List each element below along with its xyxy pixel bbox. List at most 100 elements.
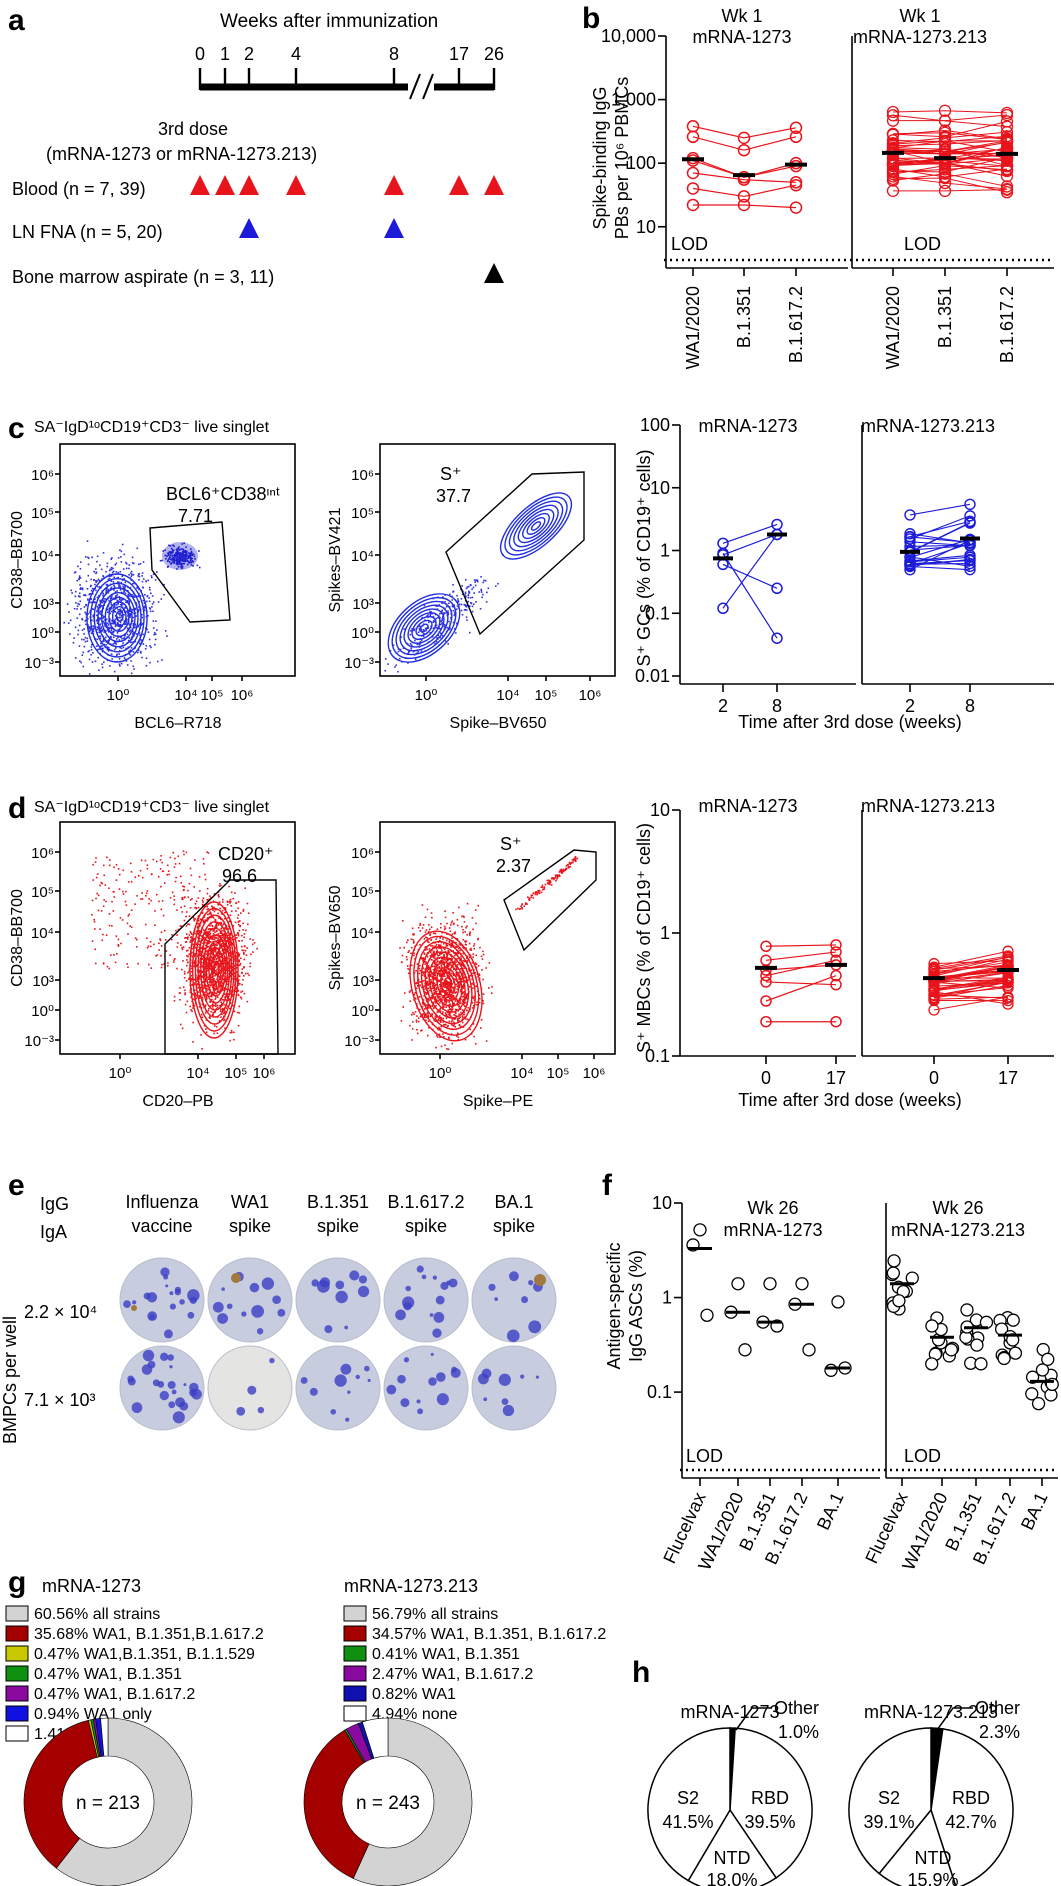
event-dot — [88, 627, 91, 630]
event-dot — [456, 1018, 459, 1020]
event-dot — [229, 1002, 232, 1004]
event-dot — [148, 898, 151, 900]
event-dot — [453, 932, 456, 935]
event-dot — [451, 986, 454, 989]
event-dot — [437, 980, 439, 982]
event-dot — [102, 575, 104, 577]
event-dot — [204, 970, 206, 973]
event-dot — [132, 634, 134, 636]
event-dot — [147, 579, 150, 582]
event-dot — [214, 950, 217, 953]
event-dot — [119, 616, 121, 619]
event-dot — [169, 554, 172, 556]
event-dot — [99, 627, 102, 630]
event-dot — [234, 958, 236, 960]
event-dot — [204, 963, 207, 966]
event-dot — [424, 650, 427, 652]
event-dot — [190, 556, 192, 559]
event-dot — [190, 554, 192, 557]
event-dot — [191, 897, 193, 900]
event-dot — [217, 974, 220, 977]
event-dot — [453, 1002, 455, 1005]
event-dot — [103, 631, 106, 633]
event-dot — [226, 1005, 229, 1008]
event-dot — [189, 561, 192, 564]
event-dot — [431, 947, 434, 949]
contour-line — [89, 577, 145, 658]
event-dot — [108, 569, 111, 572]
event-dot — [128, 600, 131, 603]
event-dot — [443, 962, 445, 965]
event-dot — [467, 594, 470, 596]
event-dot — [173, 995, 176, 998]
event-dot — [419, 638, 422, 640]
event-dot — [173, 866, 176, 868]
event-dot — [463, 921, 466, 923]
event-dot — [438, 974, 441, 976]
event-dot — [224, 1011, 226, 1013]
event-dot — [473, 945, 475, 947]
event-dot — [193, 978, 196, 981]
event-dot — [219, 907, 221, 910]
event-dot — [100, 629, 102, 632]
event-dot — [128, 602, 131, 605]
event-dot — [478, 973, 480, 976]
event-dot — [176, 563, 179, 566]
event-dot — [178, 553, 180, 556]
event-dot — [181, 898, 184, 901]
event-dot — [175, 563, 178, 565]
event-dot — [137, 563, 140, 566]
event-dot — [406, 958, 408, 961]
event-dot — [467, 590, 470, 593]
event-dot — [436, 1020, 439, 1022]
event-dot — [478, 974, 481, 976]
event-dot — [446, 996, 448, 999]
event-dot — [427, 616, 429, 618]
event-dot — [98, 618, 101, 621]
week-tick-label: 4 — [291, 44, 301, 64]
event-dot — [96, 555, 99, 558]
event-dot — [184, 937, 186, 939]
event-dot — [124, 900, 127, 903]
event-dot — [450, 991, 453, 993]
event-dot — [445, 603, 448, 605]
event-dot — [209, 935, 212, 937]
flow-x-tick-label: 10⁵ — [225, 1065, 248, 1082]
event-dot — [455, 608, 458, 610]
event-dot — [102, 617, 105, 619]
event-dot — [108, 630, 110, 633]
event-dot — [419, 642, 421, 644]
event-dot — [145, 664, 148, 667]
event-dot — [123, 657, 126, 659]
event-dot — [129, 629, 132, 632]
event-dot — [219, 952, 221, 954]
event-dot — [98, 648, 101, 650]
event-dot — [204, 878, 207, 881]
event-dot — [199, 940, 201, 943]
event-dot — [118, 658, 121, 660]
event-dot — [466, 992, 469, 995]
event-dot — [115, 654, 118, 657]
event-dot — [443, 994, 446, 997]
event-dot — [240, 912, 242, 914]
event-dot — [128, 608, 131, 611]
event-dot — [436, 957, 439, 959]
event-dot — [123, 591, 126, 593]
event-dot — [199, 969, 201, 972]
flow1-frame — [59, 443, 296, 677]
event-dot — [132, 616, 134, 619]
event-dot — [138, 573, 141, 575]
event-dot — [128, 567, 130, 570]
event-dot — [421, 624, 424, 627]
event-dot — [405, 642, 408, 645]
axis-break-right — [422, 73, 434, 100]
event-dot — [448, 1001, 450, 1003]
event-dot — [451, 933, 454, 936]
event-dot — [425, 929, 428, 931]
event-dot — [243, 951, 245, 954]
event-dot — [237, 952, 239, 954]
event-dot — [149, 610, 152, 613]
event-dot — [448, 1020, 451, 1023]
event-dot — [83, 645, 86, 648]
event-dot — [452, 621, 455, 624]
